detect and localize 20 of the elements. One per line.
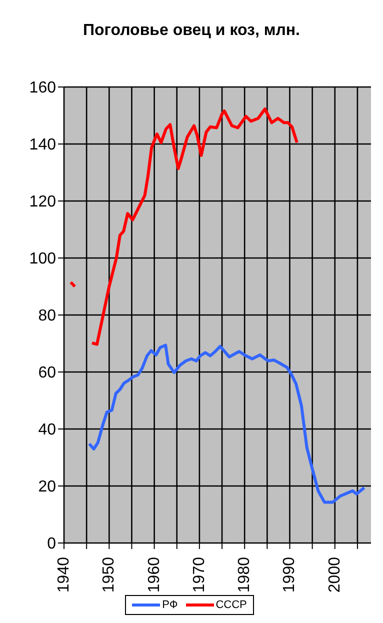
x-tick-label: 1970 xyxy=(190,556,208,593)
legend-label: СССР xyxy=(214,599,247,611)
y-tick-label: 160 xyxy=(29,80,56,97)
x-tick-label: 1990 xyxy=(281,556,298,593)
y-tick-label: 100 xyxy=(29,250,56,268)
y-tick-label: 140 xyxy=(29,136,56,154)
y-tick-label: 0 xyxy=(47,536,56,553)
x-tick-label: 1950 xyxy=(100,556,118,593)
x-tick-label: 1960 xyxy=(146,556,163,593)
chart-title: Поголовье овец и коз, млн. xyxy=(82,22,301,40)
y-tick-label: 80 xyxy=(38,308,56,325)
line-series xyxy=(88,344,366,504)
legend-label: РФ xyxy=(161,599,178,611)
y-tick-label: 40 xyxy=(38,422,56,439)
y-tick-label: 120 xyxy=(29,194,56,211)
y-tick-label: 20 xyxy=(38,478,56,496)
x-tick-label: 2000 xyxy=(326,556,344,593)
y-tick-label: 60 xyxy=(38,364,56,382)
x-tick-label: 1940 xyxy=(56,556,72,593)
x-tick-label: 1980 xyxy=(236,556,254,593)
